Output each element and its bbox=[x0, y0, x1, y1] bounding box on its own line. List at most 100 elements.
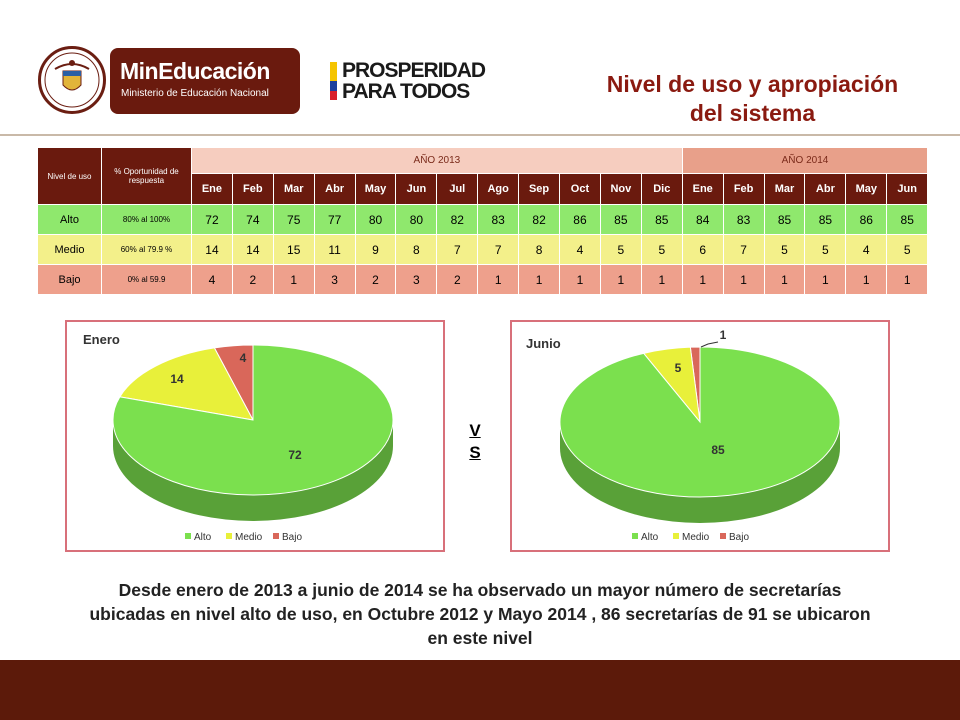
coat-of-arms-icon bbox=[44, 52, 100, 108]
legend-label-bajo: Bajo bbox=[729, 532, 749, 543]
table-cell: 83 bbox=[722, 204, 765, 235]
header-year-2014: AÑO 2014 bbox=[681, 147, 929, 174]
legend-label-alto: Alto bbox=[641, 532, 659, 543]
table-cell: 80 bbox=[354, 204, 397, 235]
legend-swatch-alto bbox=[185, 533, 191, 539]
row-range: 80% al 100% bbox=[101, 204, 192, 235]
table-cell: 3 bbox=[395, 264, 438, 295]
table-cell: 4 bbox=[559, 234, 601, 265]
footer-text: Desde enero de 2013 a junio de 2014 se h… bbox=[89, 580, 871, 648]
table-cell: 11 bbox=[313, 234, 356, 265]
pie-slice-alto bbox=[559, 346, 841, 498]
table-cell: 1 bbox=[272, 264, 315, 295]
legend-label-alto: Alto bbox=[194, 532, 212, 543]
table-cell: 15 bbox=[272, 234, 315, 265]
bottom-band bbox=[0, 660, 960, 720]
title-line-2: del sistema bbox=[689, 100, 816, 126]
table-cell: 1 bbox=[886, 264, 929, 295]
colombia-seal-logo bbox=[38, 46, 106, 114]
month-2013-mar: Mar bbox=[272, 173, 315, 205]
data-label-bajo: 4 bbox=[240, 351, 247, 365]
table-cell: 82 bbox=[436, 204, 479, 235]
month-2013-ago: Ago bbox=[477, 173, 520, 205]
table-cell: 86 bbox=[845, 204, 888, 235]
table-cell: 5 bbox=[804, 234, 847, 265]
table-cell: 1 bbox=[640, 264, 683, 295]
table-body: Alto 80% al 100% 72 74 75 77 80 80 82 83 82 86 85 85 8… bbox=[37, 204, 929, 295]
table-cell: 85 bbox=[599, 204, 642, 235]
table-cell: 8 bbox=[395, 234, 438, 265]
month-2013-jul: Jul bbox=[436, 173, 479, 205]
month-2013-jun: Jun bbox=[395, 173, 438, 205]
vs-label: V S bbox=[465, 420, 485, 464]
table-cell: 1 bbox=[722, 264, 765, 295]
row-label: Bajo bbox=[37, 264, 102, 295]
table-cell: 1 bbox=[681, 264, 724, 295]
pie-slice-medio bbox=[119, 347, 254, 421]
table-cell: 85 bbox=[640, 204, 683, 235]
month-2013-abr: Abr bbox=[313, 173, 356, 205]
table-cell: 6 bbox=[681, 234, 724, 265]
mineducacion-logo: MinEducación Ministerio de Educación Nac… bbox=[110, 48, 300, 114]
pie-chart-junio: Junio 1 5 85 Alto Medio Bajo bbox=[526, 328, 841, 543]
table-row-alto: Alto 80% al 100% 72 74 75 77 80 80 82 83 82 86 85 85 8… bbox=[37, 204, 929, 235]
month-2014-jun: Jun bbox=[886, 173, 929, 205]
logo-subtitle: Ministerio de Educación Nacional bbox=[121, 88, 269, 99]
table-cell: 1 bbox=[559, 264, 601, 295]
table-cell: 5 bbox=[763, 234, 806, 265]
month-2014-abr: Abr bbox=[804, 173, 847, 205]
legend-swatch-alto bbox=[632, 533, 638, 539]
table-cell: 2 bbox=[436, 264, 479, 295]
table-cell: 1 bbox=[477, 264, 520, 295]
table-cell: 2 bbox=[231, 264, 274, 295]
month-2013-nov: Nov bbox=[599, 173, 642, 205]
table-cell: 1 bbox=[804, 264, 847, 295]
legend-swatch-medio bbox=[226, 533, 232, 539]
header-divider bbox=[0, 134, 960, 136]
colombia-flag-icon bbox=[330, 62, 337, 100]
table-cell: 80 bbox=[395, 204, 438, 235]
vs-letter-v: V bbox=[469, 421, 481, 440]
table-row-bajo: Bajo 0% al 59.9 4 2 1 3 2 3 2 1 1 1 1 1 1 1 1 1 1 1 bbox=[37, 264, 929, 295]
header-year-2013: AÑO 2013 bbox=[191, 147, 683, 174]
month-2014-mar: Mar bbox=[763, 173, 806, 205]
table-cell: 9 bbox=[354, 234, 397, 265]
leader-line bbox=[700, 341, 719, 348]
row-label: Alto bbox=[37, 204, 102, 235]
row-range: 0% al 59.9 bbox=[101, 264, 192, 295]
table-cell: 2 bbox=[354, 264, 397, 295]
data-label-alto: 72 bbox=[288, 448, 302, 462]
legend-swatch-bajo bbox=[273, 533, 279, 539]
table-cell: 85 bbox=[804, 204, 847, 235]
table-cell: 74 bbox=[231, 204, 274, 235]
logo-title: MinEducación bbox=[120, 58, 270, 84]
chart-title: Junio bbox=[526, 336, 561, 351]
header: MinEducación Ministerio de Educación Nac… bbox=[0, 0, 960, 135]
month-2014-may: May bbox=[845, 173, 888, 205]
data-label-medio: 5 bbox=[675, 361, 682, 375]
month-2013-sep: Sep bbox=[518, 173, 561, 205]
table-cell: 4 bbox=[845, 234, 888, 265]
logo-line-1: PROSPERIDAD bbox=[342, 59, 486, 82]
data-label-alto: 85 bbox=[711, 443, 725, 457]
chart-junio: Junio 1 5 85 Alto Medio Bajo bbox=[510, 320, 890, 552]
row-range: 60% al 79.9 % bbox=[101, 234, 192, 265]
data-label-bajo: 1 bbox=[720, 328, 727, 342]
month-2013-dic: Dic bbox=[640, 173, 683, 205]
month-2013-ene: Ene bbox=[191, 173, 233, 205]
table-cell: 5 bbox=[886, 234, 929, 265]
table-cell: 75 bbox=[272, 204, 315, 235]
chart-title: Enero bbox=[83, 332, 120, 347]
table-cell: 77 bbox=[313, 204, 356, 235]
table-cell: 1 bbox=[599, 264, 642, 295]
row-label: Medio bbox=[37, 234, 102, 265]
chart-enero: Enero 4 14 72 Alto Medio Bajo bbox=[65, 320, 445, 552]
month-2013-may: May bbox=[354, 173, 397, 205]
title-line-1: Nivel de uso y apropiación bbox=[606, 71, 899, 97]
legend-label-medio: Medio bbox=[682, 532, 710, 543]
month-2013-feb: Feb bbox=[231, 173, 274, 205]
legend-swatch-bajo bbox=[720, 533, 726, 539]
data-label-medio: 14 bbox=[170, 372, 184, 386]
legend-label-bajo: Bajo bbox=[282, 532, 302, 543]
table-row-medio: Medio 60% al 79.9 % 14 14 15 11 9 8 7 7 8 4 5 5 6 7 5 5 4 5 bbox=[37, 234, 929, 265]
